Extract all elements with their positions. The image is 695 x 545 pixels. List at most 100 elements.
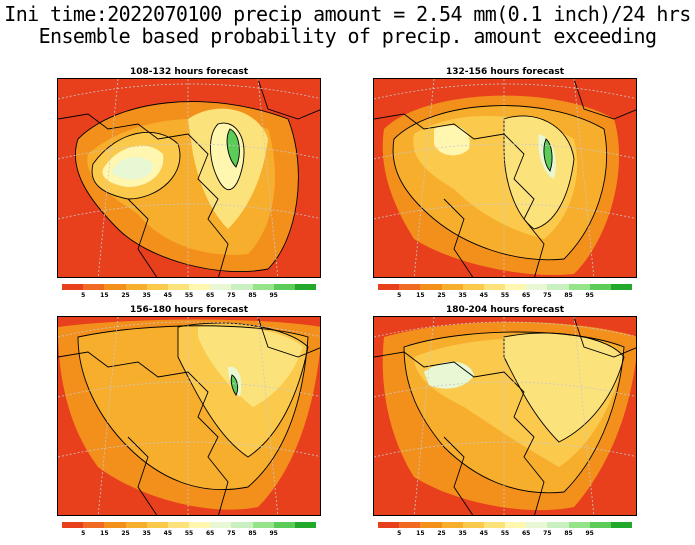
legend-labels: 5 15 25 35 45 55 65 75 85 95 [62,290,316,300]
legend-swatch [399,522,421,528]
legend-swatch [125,522,147,528]
probability-map-3 [57,316,321,516]
legend-label: 5 [397,292,402,299]
legend-swatch [483,284,506,290]
legend-swatch [589,284,611,290]
legend-label: 5 [81,292,86,299]
legend-label: 65 [521,292,531,299]
legend-swatch [252,522,274,528]
legend-swatch [104,522,126,528]
legend-label: 5 [81,530,86,537]
legend-labels: 5 15 25 35 45 55 65 75 85 95 [378,290,632,300]
legend-swatch [441,284,463,290]
legend-swatch [231,284,253,290]
legend-label: 45 [163,292,173,299]
legend-label: 75 [543,292,552,299]
legend-bar [378,522,633,528]
legend-swatch [125,284,147,290]
probability-map-1 [57,78,321,278]
legend-label: 85 [564,292,573,299]
legend-label: 75 [227,530,236,537]
legend-swatch [210,284,232,290]
legend-label: 65 [205,530,215,537]
legend-swatch [62,284,84,290]
legend-bar [62,284,317,290]
legend-swatch [610,522,633,528]
legend-swatch [378,522,400,528]
legend-swatch [104,284,126,290]
panel-title-1: 108-132 hours forecast [129,67,249,77]
legend-swatch [231,522,253,528]
legend-label: 65 [205,292,215,299]
legend-swatch [483,522,506,528]
legend-label: 85 [248,292,257,299]
legend-label: 15 [416,530,425,537]
legend-label: 45 [479,292,489,299]
legend-swatch [526,522,548,528]
legend-label: 35 [458,530,467,537]
legend-swatch [167,284,190,290]
legend-label: 25 [121,292,130,299]
legend-label: 95 [585,292,594,299]
legend-swatch [399,284,421,290]
legend-label: 85 [564,530,573,537]
legend-label: 5 [397,530,402,537]
legend-label: 45 [163,530,173,537]
legend-swatch [462,284,484,290]
legend-label: 35 [458,292,467,299]
legend-label: 95 [269,530,278,537]
panel-title-2: 132-156 hours forecast [445,67,565,77]
panel-title-3: 156-180 hours forecast [129,305,249,315]
legend-bar [378,284,633,290]
legend-label: 95 [585,530,594,537]
title-line-1: Ini time:2022070100 precip amount = 2.54… [4,2,691,26]
panel-title-4: 180-204 hours forecast [445,305,565,315]
legend-swatch [83,522,105,528]
legend-label: 85 [248,530,257,537]
color-legend-4: 5 15 25 35 45 55 65 75 85 95 [378,522,633,540]
legend-swatch [62,522,84,528]
legend-label: 15 [100,292,109,299]
legend-labels: 5 15 25 35 45 55 65 75 85 95 [378,528,632,538]
color-legend-1: 5 15 25 35 45 55 65 75 85 95 [62,284,317,302]
legend-label: 65 [521,530,531,537]
legend-label: 55 [184,530,194,537]
legend-labels: 5 15 25 35 45 55 65 75 85 95 [62,528,316,538]
legend-swatch [568,522,590,528]
color-legend-2: 5 15 25 35 45 55 65 75 85 95 [378,284,633,302]
legend-label: 75 [543,530,552,537]
legend-swatch [189,284,211,290]
legend-swatch [441,522,463,528]
legend-swatch [547,522,569,528]
legend-label: 75 [227,292,236,299]
legend-label: 55 [184,292,194,299]
legend-swatch [252,284,274,290]
legend-swatch [610,284,633,290]
legend-swatch [589,522,611,528]
legend-swatch [83,284,105,290]
legend-swatch [568,284,590,290]
legend-label: 95 [269,292,278,299]
legend-swatch [547,284,569,290]
legend-swatch [273,522,295,528]
legend-bar [62,522,317,528]
legend-swatch [420,522,442,528]
probability-map-2 [373,78,637,278]
legend-swatch [167,522,190,528]
legend-swatch [420,284,442,290]
legend-swatch [210,522,232,528]
legend-label: 25 [121,530,130,537]
legend-swatch [378,284,400,290]
legend-swatch [273,284,295,290]
legend-swatch [189,522,211,528]
legend-label: 15 [100,530,109,537]
legend-swatch [146,522,168,528]
legend-label: 25 [437,530,446,537]
title-line-2: Ensemble based probability of precip. am… [38,24,657,48]
legend-swatch [294,284,317,290]
legend-label: 15 [416,292,425,299]
legend-label: 35 [142,530,151,537]
legend-label: 45 [479,530,489,537]
legend-swatch [462,522,484,528]
legend-swatch [146,284,168,290]
